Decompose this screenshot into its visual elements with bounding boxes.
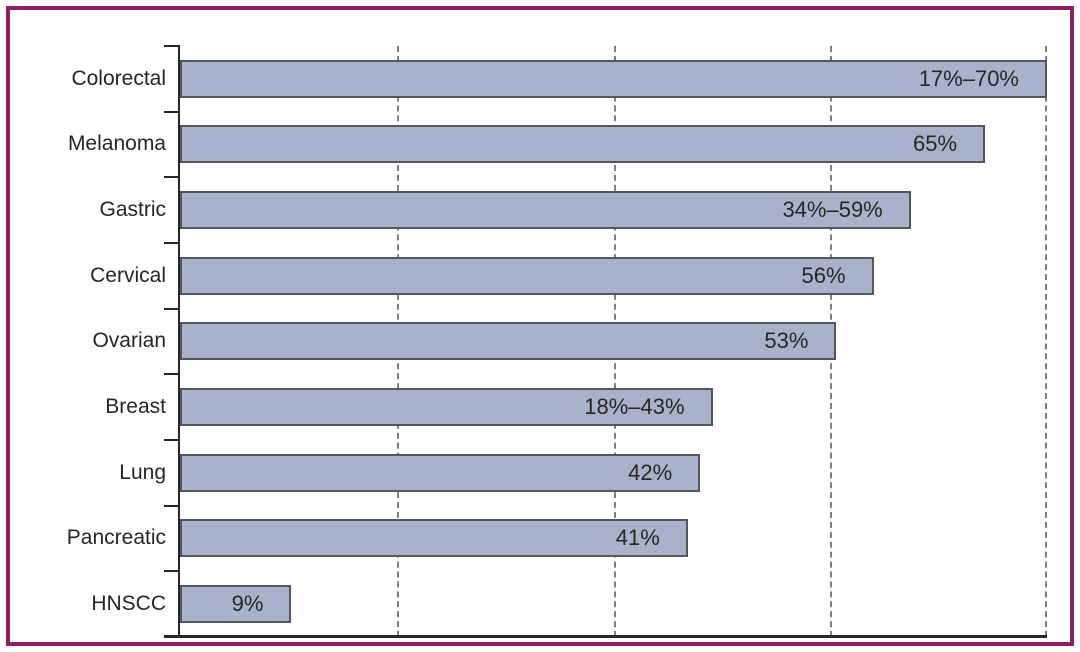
chart-row: Gastric 34%–59%: [99, 177, 1047, 243]
category-label: Pancreatic: [66, 526, 166, 550]
bar: 41%: [180, 519, 688, 558]
bar: 56%: [180, 256, 874, 295]
bar: 34%–59%: [180, 191, 911, 230]
figure-border-frame: Colorectal 17%–70% Melanoma 65% Gastric 34%–5…: [6, 6, 1074, 646]
y-axis-tick: [164, 373, 180, 376]
bar-value-label: 18%–43%: [584, 394, 685, 420]
y-axis-tick: [164, 438, 180, 441]
bar-chart-plot-area: Colorectal 17%–70% Melanoma 65% Gastric 34%–5…: [67, 45, 1047, 638]
category-label: Colorectal: [71, 66, 166, 90]
gridline: [1045, 46, 1047, 637]
category-label: Ovarian: [92, 329, 166, 353]
bar: 18%–43%: [180, 388, 713, 427]
bar-value-label: 53%: [764, 328, 809, 354]
category-label: Cervical: [90, 263, 166, 287]
bar-value-label: 34%–59%: [782, 197, 883, 223]
y-axis-tick: [164, 504, 180, 507]
chart-row: Breast 18%–43%: [105, 374, 1047, 440]
chart-row: Lung 42%: [119, 440, 1047, 506]
chart-row: Colorectal 17%–70%: [71, 46, 1047, 112]
chart-row: Melanoma 65%: [68, 112, 1047, 178]
chart-row: Ovarian 53%: [92, 309, 1047, 375]
y-axis-tick: [164, 307, 180, 310]
y-axis-tick: [164, 176, 180, 179]
y-axis-tick: [164, 45, 180, 47]
bar-value-label: 56%: [801, 262, 846, 288]
y-axis-tick: [164, 110, 180, 113]
bar-value-label: 9%: [231, 591, 264, 617]
y-axis-tick: [164, 241, 180, 244]
bar-value-label: 41%: [615, 525, 660, 551]
bar: 17%–70%: [180, 59, 1047, 98]
category-label: Gastric: [99, 198, 166, 222]
category-label: Melanoma: [67, 132, 166, 156]
x-axis-line: [164, 635, 1047, 638]
chart-row: Cervical 56%: [90, 243, 1047, 309]
y-axis-tick: [164, 570, 180, 573]
bar: 42%: [180, 453, 701, 492]
bar-value-label: 17%–70%: [918, 65, 1019, 91]
category-label: Breast: [105, 395, 166, 419]
chart-row: HNSCC 9%: [91, 571, 1047, 637]
bar-value-label: 65%: [913, 131, 958, 157]
category-label: HNSCC: [91, 592, 166, 616]
bar-value-label: 42%: [628, 459, 673, 485]
bar: 53%: [180, 322, 837, 361]
bar: 65%: [180, 125, 986, 164]
bar: 9%: [180, 585, 292, 624]
category-label: Lung: [119, 460, 166, 484]
y-axis-line: [178, 46, 180, 637]
chart-row: Pancreatic 41%: [67, 506, 1047, 572]
